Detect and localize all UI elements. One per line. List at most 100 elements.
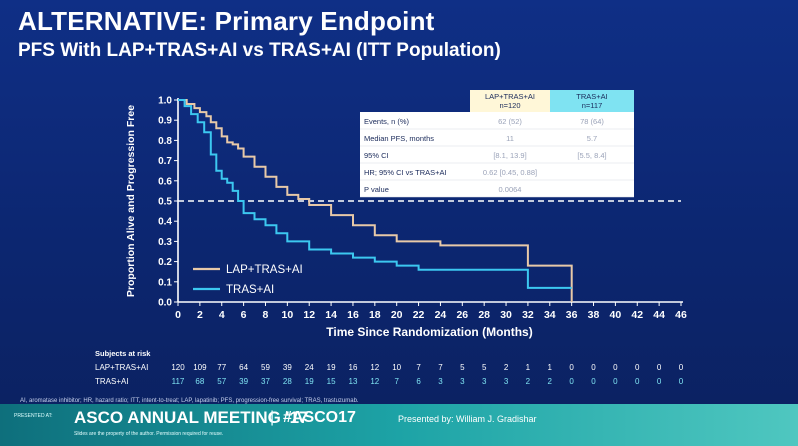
- permission-note: Slides are the property of the author. P…: [74, 431, 224, 437]
- at-risk-value: 12: [370, 363, 379, 372]
- x-tick-label: 40: [610, 309, 622, 321]
- table-cell: 0.62 [0.45, 0.88]: [483, 168, 537, 177]
- at-risk-value: 1: [526, 363, 531, 372]
- x-tick-label: 42: [631, 309, 643, 321]
- series-line-lap-tras-ai: [178, 99, 573, 302]
- at-risk-value: 3: [504, 377, 509, 386]
- table-header-cell-lap: [470, 90, 550, 112]
- table-header-text: n=120: [499, 101, 520, 110]
- x-tick-label: 2: [197, 309, 203, 321]
- axes-layer: 0.00.10.20.30.40.50.60.70.80.91.00 2 4 6 8 10…: [125, 96, 687, 340]
- y-axis-title: Proportion Alive and Progression Free: [125, 105, 137, 297]
- at-risk-value: 0: [635, 363, 640, 372]
- y-tick-label: 0.8: [158, 136, 172, 147]
- at-risk-value: 64: [239, 363, 248, 372]
- y-tick-label: 0.9: [158, 116, 172, 127]
- at-risk-value: 37: [261, 377, 270, 386]
- x-tick-label: 38: [588, 309, 600, 321]
- y-tick-label: 0.4: [158, 217, 172, 228]
- at-risk-value: 7: [416, 363, 421, 372]
- x-tick-label: 46: [675, 309, 687, 321]
- at-risk-value: 10: [392, 363, 401, 372]
- at-risk-row-label: LAP+TRAS+AI: [95, 363, 148, 372]
- table-row-label: Events, n (%): [364, 117, 410, 126]
- at-risk-value: 5: [460, 363, 465, 372]
- at-risk-value: 0: [613, 363, 618, 372]
- y-tick-label: 0.1: [158, 277, 172, 288]
- meeting-name: ASCO ANNUAL MEETING '17: [74, 408, 309, 427]
- at-risk-value: 68: [195, 377, 204, 386]
- y-tick-label: 1.0: [158, 96, 172, 107]
- series-line-tras-ai: [178, 99, 572, 289]
- footer-separator: |: [270, 409, 275, 426]
- at-risk-value: 19: [305, 377, 314, 386]
- at-risk-value: 0: [679, 363, 684, 372]
- at-risk-value: 120: [171, 363, 185, 372]
- at-risk-value: 0: [569, 363, 574, 372]
- at-risk-value: 77: [217, 363, 226, 372]
- at-risk-value: 13: [349, 377, 358, 386]
- at-risk-value: 1: [548, 363, 553, 372]
- at-risk-value: 2: [526, 377, 531, 386]
- at-risk-value: 2: [504, 363, 509, 372]
- x-tick-label: 12: [303, 309, 315, 321]
- table-row-label: Median PFS, months: [364, 134, 434, 143]
- x-tick-label: 18: [369, 309, 381, 321]
- table-cell: 0.0064: [499, 185, 522, 194]
- x-tick-label: 24: [435, 309, 447, 321]
- at-risk-heading: Subjects at risk: [95, 349, 151, 358]
- x-tick-label: 36: [566, 309, 578, 321]
- at-risk-value: 24: [305, 363, 314, 372]
- y-tick-label: 0.5: [158, 197, 172, 208]
- table-header-text: LAP+TRAS+AI: [485, 92, 535, 101]
- at-risk-value: 6: [416, 377, 421, 386]
- x-tick-label: 34: [544, 309, 556, 321]
- x-tick-label: 26: [456, 309, 468, 321]
- legend-label: TRAS+AI: [226, 284, 274, 296]
- at-risk-value: 0: [657, 363, 662, 372]
- slide-title: ALTERNATIVE: Primary Endpoint: [18, 6, 435, 36]
- at-risk-value: 0: [569, 377, 574, 386]
- at-risk-value: 0: [635, 377, 640, 386]
- at-risk-value: 0: [591, 363, 596, 372]
- y-tick-label: 0.6: [158, 176, 172, 187]
- at-risk-value: 28: [283, 377, 292, 386]
- table-cell: 11: [506, 134, 514, 143]
- table-cell: 5.7: [587, 134, 597, 143]
- legend: LAP+TRAS+AI TRAS+AI: [193, 264, 303, 296]
- y-tick-label: 0.7: [158, 156, 172, 167]
- x-tick-label: 0: [175, 309, 181, 321]
- table-cell: [5.5, 8.4]: [577, 151, 606, 160]
- at-risk-value: 16: [349, 363, 358, 372]
- x-axis-title: Time Since Randomization (Months): [326, 325, 532, 339]
- table-row-label: P value: [364, 185, 389, 194]
- presenter-credit: Presented by: William J. Gradishar: [398, 414, 537, 424]
- x-tick-label: 28: [478, 309, 490, 321]
- legend-label: LAP+TRAS+AI: [226, 264, 303, 276]
- at-risk-value: 3: [460, 377, 465, 386]
- at-risk-value: 7: [438, 363, 443, 372]
- x-tick-label: 20: [391, 309, 403, 321]
- table-header-text: TRAS+AI: [576, 92, 607, 101]
- y-tick-label: 0.3: [158, 237, 172, 248]
- y-tick-label: 0.2: [158, 257, 172, 268]
- at-risk-value: 2: [548, 377, 553, 386]
- x-tick-label: 44: [653, 309, 665, 321]
- at-risk-value: 0: [591, 377, 596, 386]
- x-tick-label: 22: [413, 309, 425, 321]
- footnote: AI, aromatase inhibitor; HR, hazard rati…: [20, 398, 359, 404]
- at-risk-value: 5: [482, 363, 487, 372]
- table-header-cell-tras: [550, 90, 634, 112]
- at-risk-value: 59: [261, 363, 270, 372]
- footer-banner: PRESENTED AT: ASCO ANNUAL MEETING '17 | …: [0, 404, 798, 446]
- at-risk-value: 0: [613, 377, 618, 386]
- y-tick-label: 0.0: [158, 298, 172, 309]
- at-risk-row-label: TRAS+AI: [95, 377, 129, 386]
- at-risk-value: 19: [327, 363, 336, 372]
- x-tick-label: 10: [282, 309, 294, 321]
- x-tick-label: 14: [325, 309, 337, 321]
- at-risk-value: 0: [679, 377, 684, 386]
